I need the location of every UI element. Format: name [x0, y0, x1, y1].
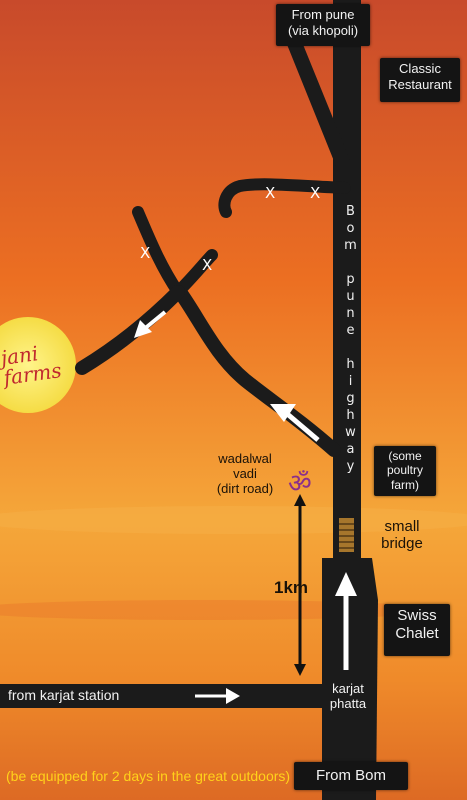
x-mark: X — [202, 256, 212, 274]
karjat-phatta-label: karjat phatta — [329, 681, 367, 711]
road-from-pune[interactable] — [286, 42, 350, 176]
small-bridge-label: small bridge — [381, 518, 423, 553]
bridge-icon — [339, 518, 354, 552]
om-symbol: ॐ — [288, 469, 312, 499]
x-mark: X — [265, 184, 275, 202]
from-pune-label: From pune (via khopoli) — [276, 4, 370, 46]
from-bom-label: From Bom — [294, 762, 408, 790]
swiss-chalet-label[interactable]: Swiss Chalet — [384, 604, 450, 656]
highway-label: Bom pune highway — [343, 204, 358, 476]
arrow-diagonal-icon — [270, 404, 320, 442]
sun — [0, 317, 76, 413]
arrow-right-icon — [195, 688, 240, 704]
highway-bottom-section — [322, 558, 378, 800]
footer-note: (be equipped for 2 days in the great out… — [6, 768, 291, 784]
x-mark: X — [310, 184, 320, 202]
poultry-farm-label: (some poultry farm) — [374, 446, 436, 496]
jani-farms-label[interactable]: jani farms — [0, 341, 63, 390]
classic-restaurant-label[interactable]: Classic Restaurant — [380, 58, 460, 102]
distance-label: 1km — [273, 578, 309, 597]
wadalwal-vadi-label: wadalwal vadi (dirt road) — [216, 451, 274, 496]
arrow-to-farm-icon — [134, 310, 167, 338]
x-mark: X — [140, 244, 150, 262]
arrow-up-icon — [335, 572, 357, 670]
road-branch-x[interactable] — [218, 178, 351, 218]
road-to-farm[interactable] — [75, 285, 185, 375]
karjat-station-label: from karjat station — [8, 687, 120, 703]
road-from-karjat-station[interactable] — [0, 684, 333, 708]
